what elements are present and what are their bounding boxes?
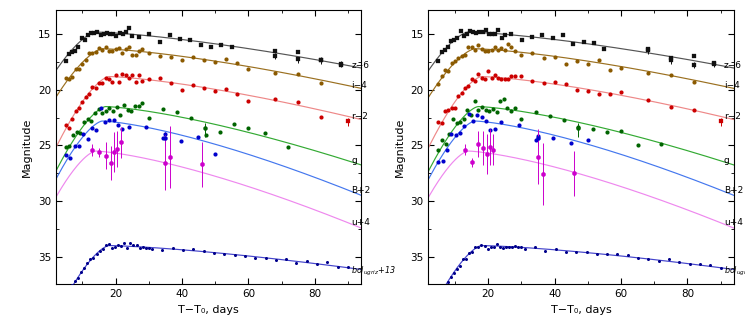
Text: u+4: u+4 [724, 218, 743, 227]
Text: bol$_{ugriz}$+13: bol$_{ugriz}$+13 [724, 265, 745, 278]
Text: B+2: B+2 [724, 186, 743, 195]
Text: u+4: u+4 [352, 218, 370, 227]
Text: r−2: r−2 [352, 112, 368, 121]
Text: z−6: z−6 [724, 60, 742, 70]
X-axis label: T−T₀, days: T−T₀, days [551, 305, 612, 315]
Text: bol$_{ugriz}$+13: bol$_{ugriz}$+13 [352, 265, 396, 278]
Text: g: g [352, 156, 357, 165]
Y-axis label: Magnitude: Magnitude [22, 117, 32, 177]
Text: i−4: i−4 [352, 81, 367, 90]
X-axis label: T−T₀, days: T−T₀, days [178, 305, 239, 315]
Text: B+2: B+2 [352, 186, 370, 195]
Text: r−2: r−2 [724, 112, 741, 121]
Y-axis label: Magnitude: Magnitude [395, 117, 405, 177]
Text: i−4: i−4 [724, 81, 740, 90]
Text: g: g [724, 156, 729, 165]
Text: z−6: z−6 [352, 60, 370, 70]
